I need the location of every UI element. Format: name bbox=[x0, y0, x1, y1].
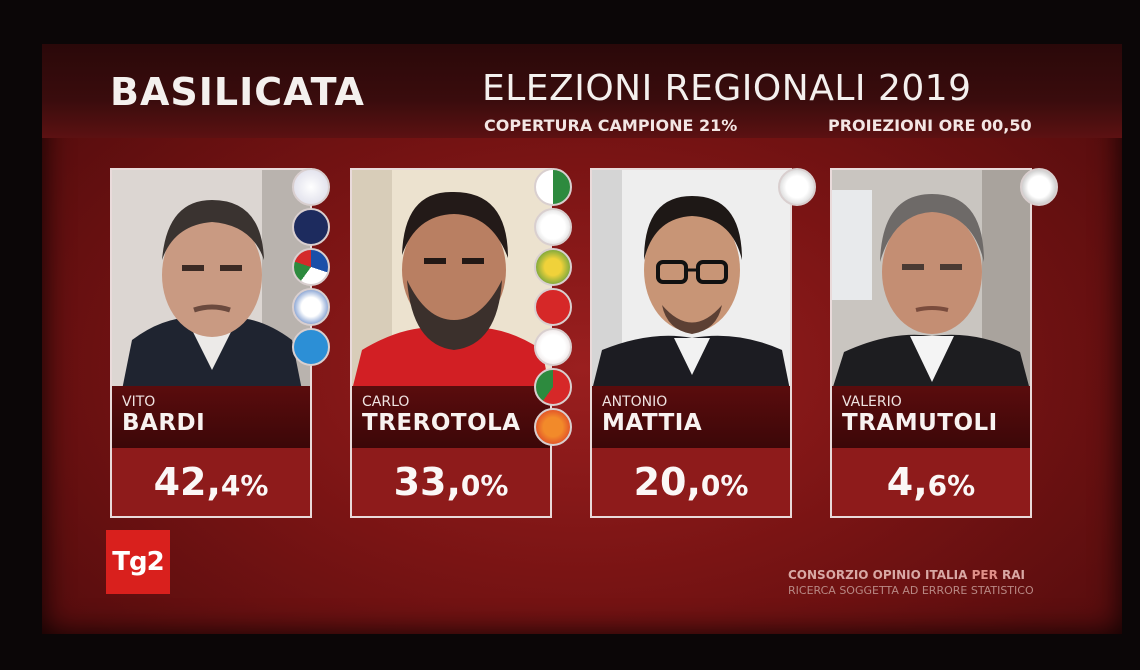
party-logo-icon bbox=[292, 288, 330, 326]
tg2-logo: Tg2 bbox=[106, 530, 170, 594]
party-logos-tramutoli bbox=[1020, 168, 1064, 208]
party-logo-icon bbox=[534, 208, 572, 246]
candidate-namebox: VITO BARDI bbox=[112, 386, 310, 448]
pollster-credit: CONSORZIO OPINIO ITALIA PER RAI bbox=[788, 568, 1026, 582]
statistical-error-note: RICERCA SOGGETTA AD ERRORE STATISTICO bbox=[788, 584, 1034, 597]
party-logo-icon bbox=[292, 248, 330, 286]
candidate-photo-tramutoli bbox=[832, 170, 1030, 390]
candidate-last-name: BARDI bbox=[122, 410, 206, 436]
projection-time: PROIEZIONI ORE 00,50 bbox=[828, 116, 1032, 135]
party-logo-icon bbox=[292, 328, 330, 366]
candidate-card-tramutoli: VALERIO TRAMUTOLI 4,6% bbox=[830, 168, 1032, 518]
party-logos-trerotola bbox=[534, 168, 578, 448]
candidate-percentage: 33,0% bbox=[352, 448, 550, 516]
sample-coverage: COPERTURA CAMPIONE 21% bbox=[484, 116, 738, 135]
candidate-card-trerotola: CARLO TREROTOLA 33,0% bbox=[350, 168, 552, 518]
candidate-photo-mattia bbox=[592, 170, 790, 390]
party-logo-icon bbox=[778, 168, 816, 206]
header-band: BASILICATA ELEZIONI REGIONALI 2019 COPER… bbox=[42, 44, 1122, 138]
party-logo-icon bbox=[534, 288, 572, 326]
party-logos-mattia bbox=[778, 168, 822, 208]
candidate-photo-bardi bbox=[112, 170, 310, 390]
party-logos-bardi bbox=[292, 168, 336, 368]
candidate-namebox: VALERIO TRAMUTOLI bbox=[832, 386, 1030, 448]
party-logo-icon bbox=[534, 328, 572, 366]
party-logo-icon bbox=[534, 368, 572, 406]
party-logo-icon bbox=[292, 208, 330, 246]
candidate-first-name: VITO bbox=[122, 394, 156, 410]
candidate-namebox: CARLO TREROTOLA bbox=[352, 386, 550, 448]
candidate-last-name: TRAMUTOLI bbox=[842, 410, 998, 436]
party-logo-icon bbox=[534, 248, 572, 286]
candidate-first-name: CARLO bbox=[362, 394, 410, 410]
party-logo-icon bbox=[534, 408, 572, 446]
election-title: ELEZIONI REGIONALI 2019 bbox=[482, 68, 972, 109]
region-title: BASILICATA bbox=[110, 70, 365, 114]
candidate-last-name: MATTIA bbox=[602, 410, 703, 436]
party-logo-icon bbox=[292, 168, 330, 206]
candidate-last-name: TREROTOLA bbox=[362, 410, 521, 436]
candidate-photo-trerotola bbox=[352, 170, 550, 390]
candidate-percentage: 42,4% bbox=[112, 448, 310, 516]
party-logo-icon bbox=[1020, 168, 1058, 206]
candidate-percentage: 20,0% bbox=[592, 448, 790, 516]
party-logo-icon bbox=[534, 168, 572, 206]
candidate-percentage: 4,6% bbox=[832, 448, 1030, 516]
candidate-namebox: ANTONIO MATTIA bbox=[592, 386, 790, 448]
broadcast-screen: BASILICATA ELEZIONI REGIONALI 2019 COPER… bbox=[42, 44, 1122, 634]
candidate-card-bardi: VITO BARDI 42,4% bbox=[110, 168, 312, 518]
candidate-first-name: ANTONIO bbox=[602, 394, 668, 410]
candidate-card-mattia: ANTONIO MATTIA 20,0% bbox=[590, 168, 792, 518]
candidate-first-name: VALERIO bbox=[842, 394, 902, 410]
